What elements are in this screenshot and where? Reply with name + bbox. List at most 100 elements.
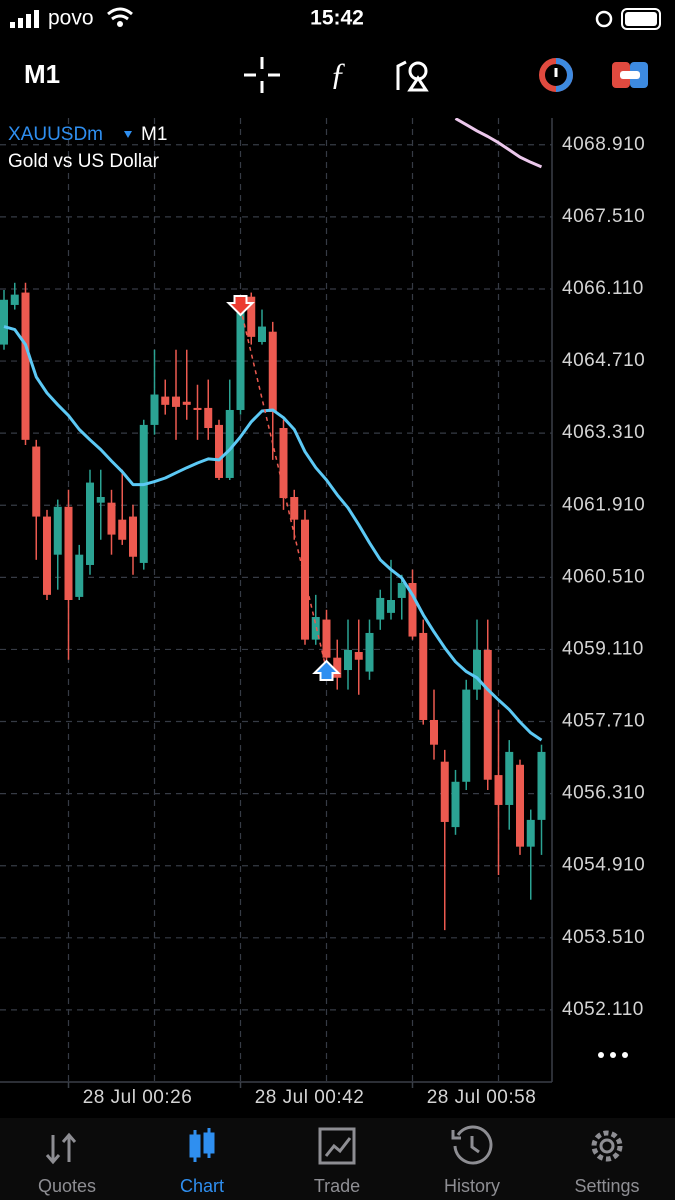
tab-label[interactable]: Trade (314, 1176, 360, 1196)
symbol-dropdown-icon[interactable] (124, 131, 132, 138)
candle-body (10, 294, 19, 305)
candle-body (462, 689, 471, 782)
candle-body (53, 506, 62, 555)
buy-arrow (312, 659, 341, 682)
y-tick-label: 4061.910 (562, 494, 645, 515)
candle-body (408, 583, 417, 637)
y-tick-label: 4068.910 (562, 134, 645, 155)
y-tick-label: 4066.110 (562, 278, 644, 299)
clock: 15:42 (310, 7, 364, 30)
candle-body (311, 616, 320, 640)
plot-area (0, 118, 546, 931)
tab-label[interactable]: Quotes (38, 1176, 96, 1196)
candle-body (64, 506, 73, 600)
candle-body (161, 396, 170, 405)
candle-body (376, 597, 385, 620)
candle-body (268, 331, 277, 413)
trade-button[interactable] (539, 58, 573, 92)
timeframe-button[interactable]: M1 (24, 59, 60, 89)
candle-body (430, 719, 438, 745)
moving-average-line (3, 325, 543, 742)
candle-body (279, 428, 288, 499)
candle-body (397, 583, 406, 598)
candle-body (107, 502, 116, 535)
candle-body (344, 649, 352, 671)
candle-body (139, 424, 148, 563)
candle-body (150, 394, 159, 425)
candle-body (43, 516, 51, 595)
tab-icon[interactable] (318, 1127, 356, 1165)
candle-body (204, 407, 213, 429)
crosshair-button[interactable] (244, 57, 280, 93)
y-tick-label: 4067.510 (562, 206, 645, 227)
y-tick-label: 4059.110 (562, 638, 644, 659)
chart-subtitle: Gold vs US Dollar (8, 151, 160, 172)
tab-label[interactable]: History (444, 1176, 500, 1196)
x-tick-label: 28 Jul 00:26 (83, 1087, 193, 1108)
status-bar: povo 15:42 (10, 7, 661, 30)
candle-body (322, 619, 331, 658)
tab-icon[interactable] (451, 1125, 493, 1165)
candle-body (225, 409, 234, 478)
candle-body (172, 396, 180, 407)
candle-body (215, 424, 223, 478)
candle-body (526, 819, 535, 847)
candle-body (0, 299, 8, 345)
candle-body (451, 781, 460, 828)
toolbar: M1 ƒ (24, 55, 648, 93)
tab-icon[interactable] (189, 1128, 215, 1162)
y-tick-label: 4057.710 (562, 711, 645, 732)
tab-icon[interactable] (591, 1130, 623, 1162)
candle-body (290, 497, 299, 520)
y-tick-label: 4056.310 (562, 783, 645, 804)
tab-icon[interactable] (45, 1132, 77, 1165)
indicators-button[interactable]: ƒ (330, 55, 346, 91)
tab-label[interactable]: Chart (180, 1176, 224, 1196)
candle-body (258, 326, 266, 343)
axes: 4068.910 4067.510 4066.110 4064.710 4063.310… (67, 134, 645, 1108)
candle-body (32, 446, 41, 517)
y-tick-label: 4052.110 (562, 999, 644, 1020)
x-tick-label: 28 Jul 00:42 (255, 1087, 365, 1108)
candle-body (129, 516, 137, 557)
more-button[interactable] (598, 1052, 628, 1058)
candle-body (365, 632, 374, 672)
carrier: povo (48, 7, 94, 30)
y-tick-label: 4053.510 (562, 927, 645, 948)
candle-body (96, 497, 105, 503)
candle-body (419, 632, 428, 720)
candle-body (354, 652, 363, 660)
objects-button[interactable] (396, 60, 429, 92)
tab-label[interactable]: Settings (574, 1176, 639, 1196)
candle-body (505, 751, 514, 805)
candle-body (440, 761, 449, 822)
candle-body (483, 649, 492, 780)
candle-body (236, 309, 245, 410)
tab-bar (0, 1118, 675, 1200)
y-tick-label: 4064.710 (562, 350, 645, 371)
candle-body (118, 519, 127, 540)
candle-body (301, 519, 309, 640)
account-button[interactable] (612, 62, 648, 88)
y-tick-label: 4054.910 (562, 855, 645, 876)
candle-body (247, 296, 256, 337)
y-tick-label: 4063.310 (562, 422, 645, 443)
candle-body (86, 482, 94, 565)
symbol[interactable]: XAUUSDm (8, 124, 103, 145)
y-tick-label: 4060.510 (562, 566, 645, 587)
trade-line (239, 307, 328, 671)
x-tick-label: 28 Jul 00:58 (427, 1087, 537, 1108)
candle-body (494, 775, 503, 805)
candle-body (516, 764, 524, 847)
candle-body (21, 292, 30, 440)
candle-body (473, 649, 481, 690)
candle-body (182, 401, 191, 405)
sell-arrow (226, 295, 255, 317)
candle-body (333, 657, 342, 678)
candle-body (193, 407, 202, 410)
grid (0, 118, 552, 1082)
